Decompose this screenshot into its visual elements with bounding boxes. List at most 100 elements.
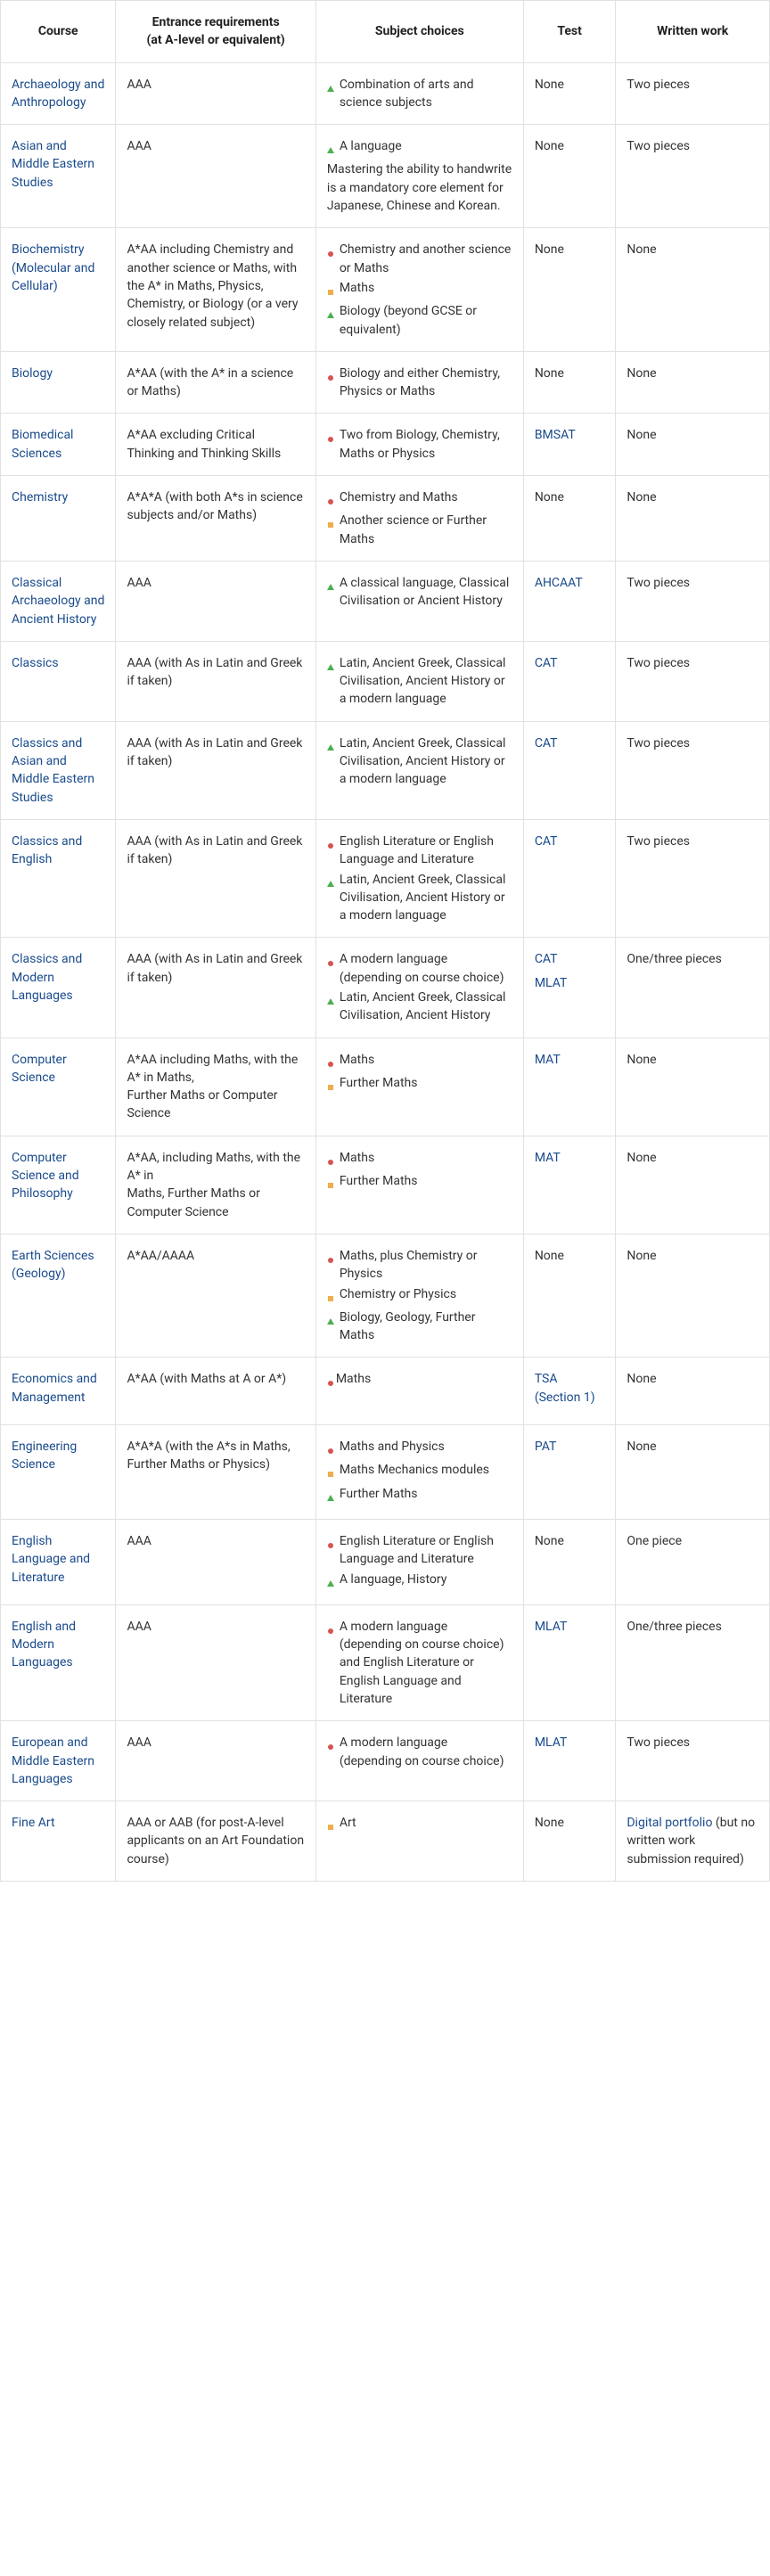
- test-link[interactable]: MAT: [535, 1149, 605, 1167]
- course-cell: English and Modern Languages: [1, 1604, 116, 1720]
- test-cell: None: [523, 62, 616, 125]
- course-link[interactable]: Biochemistry (Molecular and Cellular): [12, 242, 94, 293]
- test-cell: AHCAAT: [523, 561, 616, 641]
- course-cell: Engineering Science: [1, 1425, 116, 1520]
- course-link[interactable]: Biology: [12, 366, 53, 381]
- course-link[interactable]: Classics and Modern Languages: [12, 952, 82, 1003]
- written-link[interactable]: Digital portfolio: [627, 1816, 712, 1830]
- test-cell: MLAT: [523, 1721, 616, 1801]
- course-link[interactable]: European and Middle Eastern Languages: [12, 1735, 94, 1786]
- subject-text: English Literature or English Language a…: [340, 1532, 512, 1569]
- essential-marker-icon: [327, 244, 334, 262]
- test-link[interactable]: CAT: [535, 654, 605, 672]
- entrance-cell: A*AA, including Maths, with the A* in Ma…: [116, 1136, 315, 1234]
- course-link[interactable]: Biomedical Sciences: [12, 428, 73, 460]
- subjects-cell: Combination of arts and science subjects: [315, 62, 523, 125]
- subject-text: Maths: [336, 1370, 371, 1388]
- subject-line: Mastering the ability to handwrite is a …: [327, 160, 512, 215]
- test-link[interactable]: CAT: [535, 734, 605, 752]
- test-link[interactable]: MLAT: [535, 1734, 605, 1752]
- course-cell: Asian and Middle Eastern Studies: [1, 125, 116, 228]
- subject-text: Combination of arts and science subjects: [340, 76, 512, 112]
- course-link[interactable]: Computer Science and Philosophy: [12, 1151, 79, 1202]
- written-text: One piece: [627, 1534, 682, 1548]
- subject-line: Latin, Ancient Greek, Classical Civilisa…: [327, 989, 512, 1025]
- table-row: Classical Archaeology and Ancient Histor…: [1, 561, 770, 641]
- subject-line: English Literature or English Language a…: [327, 833, 512, 869]
- course-link[interactable]: Classics: [12, 656, 59, 670]
- test-link[interactable]: CAT: [535, 833, 605, 850]
- test-link[interactable]: MAT: [535, 1051, 605, 1069]
- subject-line: Chemistry or Physics: [327, 1285, 512, 1307]
- subject-line: Another science or Further Maths: [327, 512, 512, 548]
- course-cell: Chemistry: [1, 476, 116, 562]
- table-row: Classics and Modern Languages AAA (with A…: [1, 938, 770, 1038]
- subject-text: Maths: [340, 279, 374, 297]
- course-link[interactable]: Computer Science: [12, 1053, 67, 1085]
- written-text: None: [627, 1053, 656, 1067]
- test-link[interactable]: MLAT: [535, 974, 605, 992]
- entrance-cell: AAA (with As in Latin and Greek if taken…: [116, 938, 315, 1038]
- test-cell: PAT: [523, 1425, 616, 1520]
- table-row: Earth Sciences (Geology)A*AA/AAAAMaths, …: [1, 1234, 770, 1357]
- test-link[interactable]: PAT: [535, 1438, 605, 1456]
- helpful-marker-icon: [327, 141, 334, 159]
- helpful-marker-icon: [327, 992, 334, 1010]
- written-cell: None: [616, 1136, 770, 1234]
- test-text: None: [535, 1249, 564, 1263]
- written-text: None: [627, 490, 656, 505]
- course-link[interactable]: Classical Archaeology and Ancient Histor…: [12, 576, 104, 627]
- essential-marker-icon: [327, 1374, 334, 1391]
- test-cell: TSA (Section 1): [523, 1358, 616, 1425]
- table-header-row: Course Entrance requirements (at A-level…: [1, 1, 770, 63]
- course-link[interactable]: Engineering Science: [12, 1440, 77, 1472]
- helpful-marker-icon: [327, 738, 334, 756]
- subject-line: Chemistry and another science or Maths: [327, 241, 512, 277]
- header-test: Test: [523, 1, 616, 63]
- course-link[interactable]: English Language and Literature: [12, 1534, 90, 1585]
- test-link[interactable]: CAT: [535, 950, 605, 968]
- recommended-marker-icon: [327, 515, 334, 533]
- subject-line: Biology, Geology, Further Maths: [327, 1309, 512, 1345]
- course-link[interactable]: Classics and English: [12, 834, 82, 866]
- course-link[interactable]: English and Modern Languages: [12, 1620, 76, 1670]
- course-link[interactable]: Classics and Asian and Middle Eastern St…: [12, 736, 94, 805]
- written-cell: One/three pieces: [616, 938, 770, 1038]
- table-row: Biomedical SciencesA*AA excluding Critic…: [1, 414, 770, 476]
- subject-text: Two from Biology, Chemistry, Maths or Ph…: [340, 426, 512, 463]
- written-cell: Two pieces: [616, 1721, 770, 1801]
- essential-marker-icon: [327, 1054, 334, 1072]
- entrance-cell: A*AA including Maths, with the A* in Mat…: [116, 1038, 315, 1136]
- subject-line: Further Maths: [327, 1172, 512, 1194]
- table-row: Asian and Middle Eastern Studies AAAA la…: [1, 125, 770, 228]
- test-text: None: [535, 242, 564, 257]
- course-cell: European and Middle Eastern Languages: [1, 1721, 116, 1801]
- header-entrance-main: Entrance requirements: [152, 15, 280, 29]
- test-link[interactable]: MLAT: [535, 1618, 605, 1636]
- course-link[interactable]: Economics and Management: [12, 1372, 97, 1404]
- course-link[interactable]: Chemistry: [12, 490, 68, 505]
- course-link[interactable]: Earth Sciences (Geology): [12, 1249, 94, 1281]
- subject-line: Further Maths: [327, 1485, 512, 1506]
- course-cell: English Language and Literature: [1, 1519, 116, 1604]
- test-cell: CAT: [523, 721, 616, 819]
- subject-line: A classical language, Classical Civilisa…: [327, 574, 512, 611]
- subject-line: Two from Biology, Chemistry, Maths or Ph…: [327, 426, 512, 463]
- subjects-cell: Latin, Ancient Greek, Classical Civilisa…: [315, 721, 523, 819]
- course-link[interactable]: Fine Art: [12, 1816, 55, 1830]
- table-row: Classics and Asian and Middle Eastern St…: [1, 721, 770, 819]
- subject-text: Latin, Ancient Greek, Classical Civilisa…: [340, 871, 512, 925]
- subject-line: Latin, Ancient Greek, Classical Civilisa…: [327, 654, 512, 709]
- written-text: None: [627, 366, 656, 381]
- header-entrance-sub: (at A-level or equivalent): [127, 31, 304, 49]
- subject-line: Chemistry and Maths: [327, 488, 512, 510]
- test-link[interactable]: AHCAAT: [535, 574, 605, 592]
- test-text: None: [535, 1816, 564, 1830]
- subject-text: A language: [340, 137, 402, 155]
- test-link[interactable]: TSA (Section 1): [535, 1370, 605, 1407]
- course-link[interactable]: Archaeology and Anthropology: [12, 78, 104, 110]
- subject-text: Maths: [340, 1149, 374, 1167]
- subject-text: Latin, Ancient Greek, Classical Civilisa…: [340, 734, 512, 789]
- course-link[interactable]: Asian and Middle Eastern Studies: [12, 139, 94, 190]
- test-link[interactable]: BMSAT: [535, 426, 605, 444]
